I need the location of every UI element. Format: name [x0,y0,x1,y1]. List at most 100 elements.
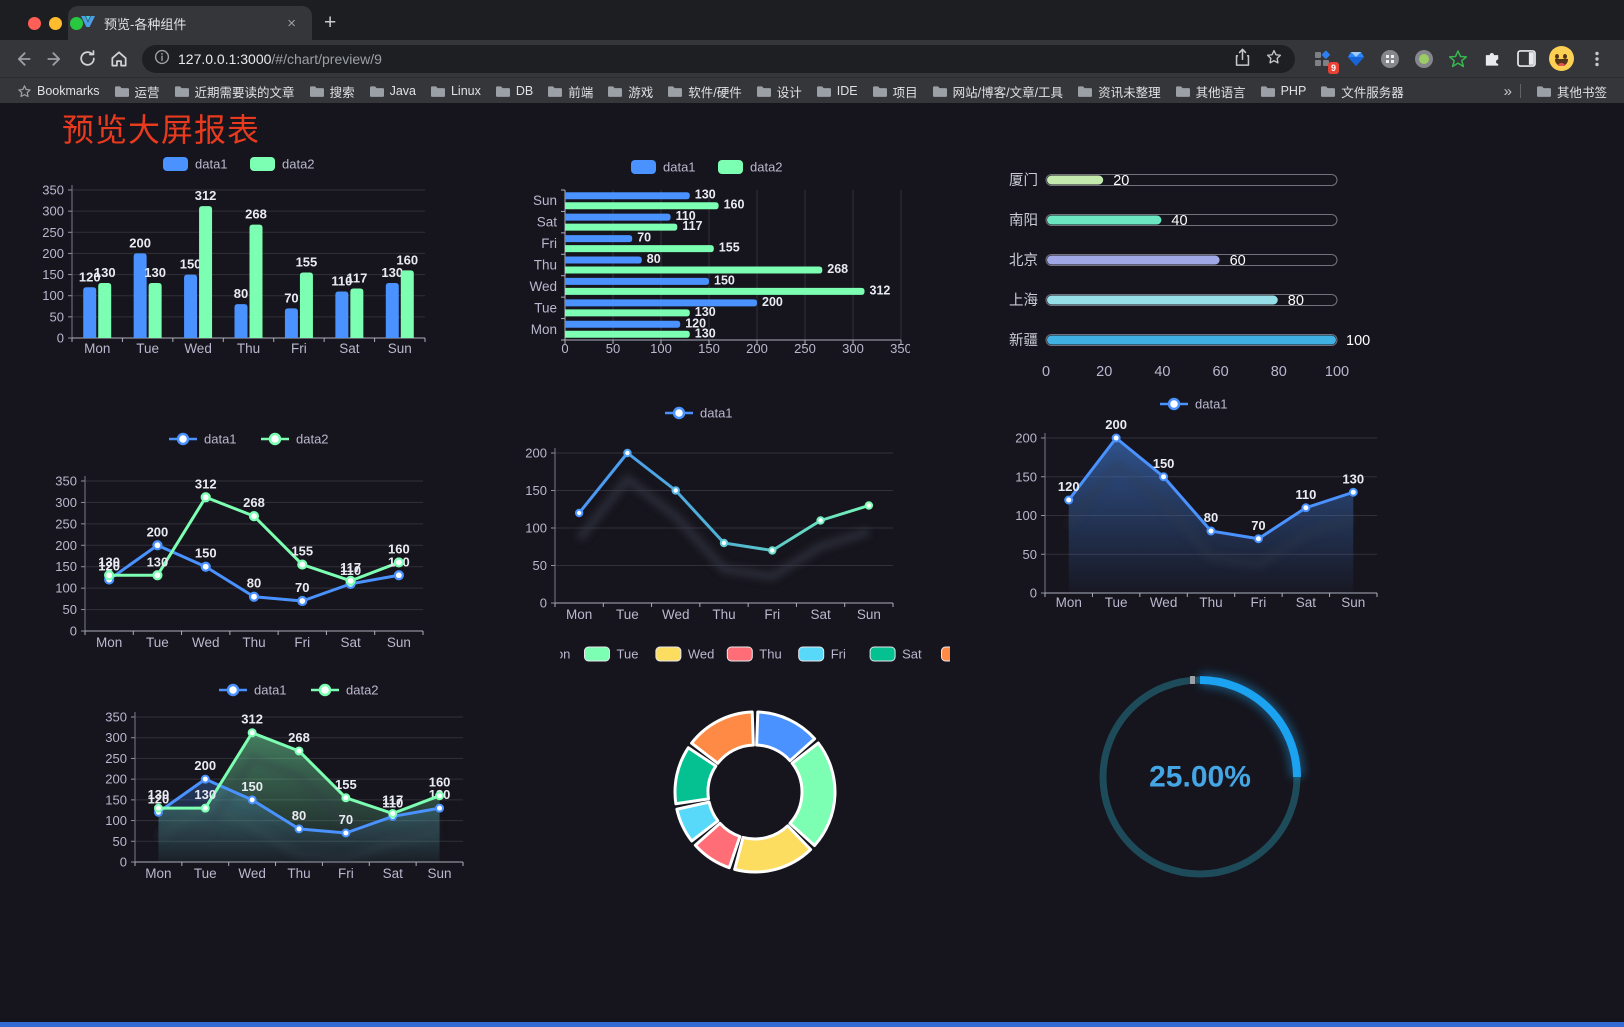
svg-text:110: 110 [382,795,403,810]
bookmarks-bar: Bookmarks 运营 近期需要读的文章 搜索 Java Linux DB 前端 游戏 软件/… [0,77,1624,104]
svg-text:80: 80 [1271,364,1287,380]
legend-item-data1[interactable]: data1 [1160,397,1228,412]
side-panel-icon[interactable] [1515,48,1537,70]
svg-text:200: 200 [1105,417,1127,432]
menu-kebab-icon[interactable] [1586,48,1608,70]
svg-text:155: 155 [296,254,318,269]
back-button[interactable] [8,44,38,74]
svg-text:Sat: Sat [1296,595,1317,610]
bookmark-folder[interactable]: 文件服务器 [1313,79,1411,104]
svg-text:250: 250 [42,225,64,240]
legend-item-data1[interactable]: data1 [665,406,733,421]
gradient-line-chart: data1 0 50 100 150 200 Mon Tue Wed Thu Fri Sat Sun [505,400,900,633]
address-bar[interactable]: 127.0.0.1:3000/#/chart/preview/9 [142,44,1295,73]
pie-slice-Fri[interactable] [675,800,720,843]
svg-text:350: 350 [42,183,64,198]
svg-text:350: 350 [105,710,127,725]
extension-puzzle-icon[interactable] [1481,48,1503,70]
bookmark-folder[interactable]: 前端 [540,79,600,104]
bookmark-folder[interactable]: IDE [809,81,865,101]
svg-text:100: 100 [1015,508,1037,523]
bookmark-folder[interactable]: 设计 [749,79,809,104]
svg-text:300: 300 [105,730,127,745]
pie-slice-Sun[interactable] [690,710,755,765]
browser-tab[interactable]: 预览-各种组件 × [68,6,312,40]
extensions-row: 9 [1311,46,1608,74]
svg-text:70: 70 [339,812,353,827]
forward-button[interactable] [40,44,70,74]
pie-slice-Tue[interactable] [788,741,837,847]
extension-dot-icon[interactable] [1413,48,1435,70]
legend-item-data1[interactable]: data1 [631,160,696,175]
legend-item-data2[interactable]: data2 [250,157,315,172]
profile-avatar[interactable] [1549,46,1574,71]
legend-item-data2[interactable]: data2 [718,160,783,175]
legend-item-Sat[interactable]: Sat [869,646,922,662]
legend-item-Sun[interactable]: Sun [941,646,997,662]
legend-item-data2[interactable]: data2 [261,432,329,447]
bookmarks-overflow-chevron[interactable]: » [1503,82,1512,100]
bookmark-folder[interactable]: 近期需要读的文章 [167,79,302,104]
pie-slice-Sat[interactable] [673,746,718,806]
pie-slice-Thu[interactable] [693,821,742,870]
svg-text:Sat: Sat [339,341,360,356]
legend-item-Fri[interactable]: Fri [798,646,846,662]
svg-text:110: 110 [340,563,361,578]
pie-slice-Mon[interactable] [755,710,817,763]
extension-grid-icon[interactable]: 9 [1311,48,1339,74]
svg-text:120: 120 [685,316,706,330]
legend-item-data1[interactable]: data1 [219,683,287,698]
legend-item-data1[interactable]: data1 [169,432,237,447]
svg-text:70: 70 [637,231,651,245]
site-info-icon[interactable] [154,49,170,68]
legend-item-Wed[interactable]: Wed [655,646,715,662]
svg-text:Fri: Fri [831,647,846,662]
bookmark-folder[interactable]: 项目 [865,79,925,104]
svg-text:data2: data2 [282,157,315,172]
extension-star-icon[interactable] [1447,48,1469,70]
legend-item-data2[interactable]: data2 [311,683,379,698]
bookmarks-root[interactable]: Bookmarks [10,81,107,102]
bookmark-folder[interactable]: 资讯未整理 [1070,79,1168,104]
svg-text:100: 100 [650,341,672,356]
legend-item-Thu[interactable]: Thu [726,646,782,662]
tab-close-icon[interactable]: × [287,14,296,32]
svg-text:130: 130 [695,305,716,319]
bookmark-folder[interactable]: 软件/硬件 [660,79,748,104]
bookmark-folder[interactable]: PHP [1253,81,1314,101]
pie-slice-Wed[interactable] [733,824,813,874]
area-line-chart: data1 0 50 100 150 200 Mon Tue Wed Thu Fri Sat Sun 12… [985,390,1387,623]
bookmark-folder[interactable]: 其他语言 [1168,79,1253,104]
svg-text:268: 268 [243,495,265,510]
bookmark-folder[interactable]: 游戏 [600,79,660,104]
reload-button[interactable] [72,44,102,74]
extension-circle-icon[interactable] [1379,48,1401,70]
bookmark-folder[interactable]: 搜索 [302,79,362,104]
page-title: 预览大屏报表 [62,112,261,148]
legend-item-Tue[interactable]: Tue [584,646,639,662]
bookmark-folder[interactable]: 网站/博客/文章/工具 [925,79,1070,104]
minimize-window-button[interactable] [49,17,62,30]
svg-text:150: 150 [714,273,735,287]
svg-text:70: 70 [1251,518,1265,533]
legend-item-Mon[interactable]: Mon [512,646,570,662]
bookmark-folder[interactable]: Java [362,81,423,101]
other-bookmarks-folder[interactable]: 其他书签 [1529,79,1614,104]
bookmark-folder[interactable]: 运营 [107,79,167,104]
svg-text:Sun: Sun [428,866,452,881]
bookmark-folder[interactable]: Linux [423,81,488,101]
bookmark-folder[interactable]: DB [488,81,540,101]
svg-text:130: 130 [98,554,120,569]
new-tab-button[interactable]: + [324,11,337,34]
extension-gem-icon[interactable] [1345,48,1367,70]
bookmark-star-icon[interactable] [1265,48,1283,69]
legend-item-data1[interactable]: data1 [163,157,228,172]
tab-favicon [80,13,96,34]
close-window-button[interactable] [28,17,41,30]
home-button[interactable] [104,44,134,74]
maximize-window-button[interactable] [70,17,83,30]
share-icon[interactable] [1234,48,1251,70]
svg-text:25.00%: 25.00% [1149,761,1251,794]
svg-text:data1: data1 [195,157,228,172]
svg-text:312: 312 [195,476,217,491]
